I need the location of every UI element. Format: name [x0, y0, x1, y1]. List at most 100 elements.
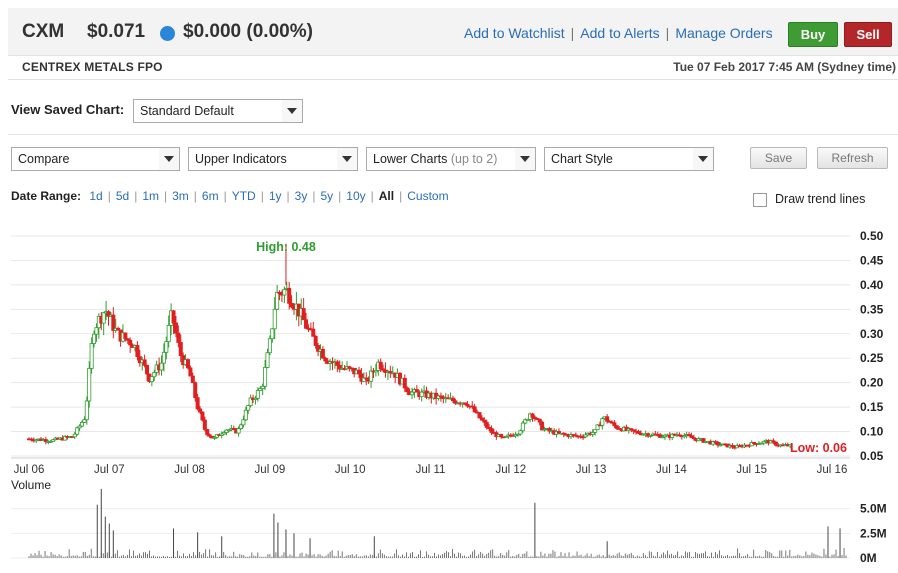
low-annotation: Low: 0.06	[790, 441, 847, 455]
candle-down	[106, 311, 111, 317]
candle-down	[489, 428, 494, 433]
candle-up	[788, 443, 793, 447]
refresh-button[interactable]: Refresh	[817, 147, 888, 169]
candle-up	[410, 391, 415, 396]
candle-up	[258, 388, 263, 391]
candle-down	[128, 339, 133, 346]
date-range-option-3y[interactable]: 3y	[294, 189, 308, 203]
chart-style-select[interactable]: Chart Style	[544, 147, 714, 171]
time-axis-tick-label: Jul 12	[495, 464, 526, 476]
candle-up	[222, 432, 227, 435]
price-axis-tick-label: 0.25	[860, 351, 884, 365]
candle-down	[116, 327, 121, 331]
buy-button[interactable]: Buy	[788, 22, 838, 47]
date-range-option-ytd[interactable]: YTD	[231, 189, 256, 203]
date-range-option-1d[interactable]: 1d	[89, 189, 103, 203]
candle-down	[207, 434, 212, 437]
candle-up	[101, 312, 106, 324]
candle-up	[761, 440, 766, 444]
candle-down	[556, 431, 561, 434]
candle-up	[759, 442, 764, 445]
candle-down	[773, 441, 778, 446]
saved-chart-label: View Saved Chart:	[11, 102, 125, 117]
candle-down	[123, 332, 128, 340]
date-range-separator: |	[286, 189, 290, 203]
candle-up	[263, 367, 268, 387]
candle-down	[337, 365, 342, 370]
last-price: $0.071	[87, 21, 146, 42]
candle-down	[561, 432, 566, 435]
candle-down	[484, 421, 489, 428]
add-to-watchlist-link[interactable]: Add to Watchlist	[464, 25, 565, 41]
chevron-down-icon	[337, 148, 357, 170]
date-range-option-all[interactable]: All	[378, 189, 395, 203]
candle-up	[212, 436, 217, 439]
trend-lines-checkbox[interactable]	[753, 193, 767, 207]
candle-down	[205, 429, 210, 436]
add-to-alerts-link[interactable]: Add to Alerts	[580, 25, 660, 41]
price-chart[interactable]: 0.50 0.45 0.40 0.35 0.30 0.25 0.20 0.15 0.10 0.05…	[0, 220, 898, 573]
candle-up	[63, 436, 68, 441]
price-axis-tick-label: 0.10	[860, 425, 884, 439]
candle-up	[248, 397, 253, 406]
date-range-option-5d[interactable]: 5d	[115, 189, 130, 203]
upper-indicators-select[interactable]: Upper Indicators	[188, 147, 358, 171]
date-range-option-6m[interactable]: 6m	[201, 189, 219, 203]
date-range-separator: |	[164, 189, 168, 203]
candle-down	[646, 433, 651, 437]
candle-up	[595, 424, 600, 431]
candle-down	[479, 417, 484, 421]
candle-up	[94, 327, 99, 335]
candle-down	[198, 408, 203, 413]
candle-up	[260, 385, 265, 390]
sell-button[interactable]: Sell	[844, 22, 892, 47]
candle-up	[265, 352, 270, 368]
date-range-option-3m[interactable]: 3m	[172, 189, 189, 203]
candle-down	[530, 413, 535, 418]
time-axis-tick-label: Jul 14	[656, 464, 687, 476]
candle-down	[135, 345, 140, 358]
candle-up	[224, 429, 229, 433]
candle-up	[523, 419, 528, 424]
candle-down	[701, 438, 706, 443]
candle-down	[687, 434, 692, 437]
candle-down	[730, 445, 735, 448]
date-range-option-10y[interactable]: 10y	[346, 189, 366, 203]
candle-up	[152, 372, 157, 378]
date-range-separator: |	[338, 189, 342, 203]
chevron-down-icon	[282, 100, 302, 122]
candle-down	[771, 440, 776, 443]
candle-down	[357, 369, 362, 375]
candle-up	[660, 436, 665, 439]
lower-charts-select[interactable]: Lower Charts (up to 2)	[366, 147, 536, 171]
compare-select[interactable]: Compare	[11, 147, 180, 171]
date-range-option-1m[interactable]: 1m	[142, 189, 159, 203]
candle-down	[200, 411, 205, 421]
date-range-option-custom[interactable]: Custom	[407, 189, 449, 203]
candle-up	[164, 341, 169, 353]
candle-down	[176, 332, 181, 343]
candle-down	[405, 387, 410, 393]
candle-down	[277, 291, 282, 295]
quote-header: CXM $0.071 $0.000 (0.00%) Add to Watchli…	[8, 8, 898, 56]
candle-down	[378, 361, 383, 370]
saved-chart-select[interactable]: Standard Default	[133, 99, 303, 123]
candle-up	[166, 324, 171, 343]
candle-up	[282, 289, 287, 296]
time-axis-tick-label: Jul 10	[335, 464, 366, 476]
candle-up	[161, 351, 166, 364]
date-range-option-5y[interactable]: 5y	[320, 189, 334, 203]
save-button[interactable]: Save	[750, 147, 807, 169]
candle-up	[670, 433, 675, 438]
high-annotation: High: 0.48	[256, 240, 316, 254]
candle-down	[347, 366, 352, 369]
date-range-option-1y[interactable]: 1y	[268, 189, 282, 203]
time-axis-tick-label: Jul 07	[94, 464, 125, 476]
manage-orders-link[interactable]: Manage Orders	[675, 25, 773, 41]
candle-up	[516, 433, 521, 436]
chevron-down-icon	[515, 148, 535, 170]
candle-up	[648, 435, 653, 437]
link-separator: |	[665, 25, 670, 41]
lower-charts-label: Lower Charts	[373, 152, 448, 166]
candle-down	[752, 442, 757, 444]
